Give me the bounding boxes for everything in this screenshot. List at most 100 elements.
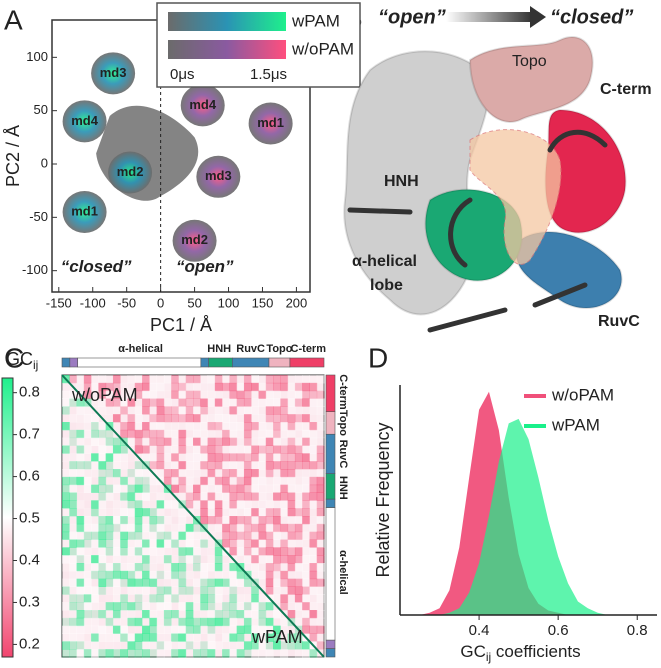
heatmap-texture [222, 531, 230, 540]
heatmap-texture [229, 617, 238, 627]
heatmap-texture [171, 641, 179, 650]
y-tick-label: 50 [34, 102, 48, 117]
domain-bar [325, 473, 336, 500]
heatmap-texture [91, 422, 99, 431]
heatmap-texture [76, 429, 85, 439]
heatmap-texture [112, 586, 121, 595]
heatmap-texture [214, 390, 223, 399]
heatmap-texture [287, 469, 296, 478]
heatmap-texture [171, 555, 179, 564]
heatmap-texture [156, 633, 165, 642]
heatmap-texture [178, 390, 187, 399]
heatmap-texture [91, 492, 99, 501]
heatmap-texture [265, 390, 274, 399]
colorbar-tick-label: 0.8 [19, 384, 40, 401]
heatmap-texture [287, 461, 296, 470]
heatmap-texture [185, 523, 194, 533]
heatmap-texture [120, 649, 128, 658]
heatmap-texture [294, 437, 303, 446]
heatmap-texture [258, 406, 267, 415]
heatmap-texture [69, 508, 78, 517]
heatmap-texture [178, 476, 187, 486]
domain-bar [289, 357, 325, 368]
heatmap-texture [69, 641, 78, 650]
heatmap-texture [142, 390, 150, 399]
heatmap-texture [149, 508, 158, 517]
heatmap-texture [171, 633, 179, 642]
heatmap-texture [83, 476, 92, 486]
heatmap-texture [69, 649, 78, 658]
heatmap-texture [105, 476, 114, 486]
heatmap-texture [120, 382, 128, 392]
heatmap-texture [83, 649, 92, 658]
heatmap-texture [98, 476, 107, 486]
heatmap-texture [229, 429, 238, 439]
heatmap-texture [105, 602, 114, 611]
heatmap-texture [76, 375, 85, 384]
heatmap-texture [112, 508, 121, 517]
heatmap-texture [294, 469, 303, 478]
heatmap-texture [287, 437, 296, 446]
heatmap-texture [258, 641, 267, 650]
heatmap-texture [273, 422, 281, 431]
heatmap-texture [98, 492, 107, 501]
heatmap-texture [112, 398, 121, 407]
heatmap-texture [258, 375, 267, 384]
heatmap-texture [112, 610, 121, 619]
heatmap-texture [193, 484, 201, 493]
heatmap-texture [236, 398, 245, 407]
heatmap-texture [193, 539, 201, 548]
heatmap-texture [127, 500, 136, 509]
heatmap-texture [163, 586, 172, 595]
heatmap-texture [142, 531, 150, 540]
heatmap-texture [302, 406, 310, 415]
heatmap-texture [222, 586, 230, 595]
heatmap-texture [200, 547, 209, 556]
heatmap-texture [134, 610, 143, 619]
heatmap-texture [222, 375, 230, 384]
heatmap-texture [134, 500, 143, 509]
heatmap-texture [178, 375, 187, 384]
annotation: “open” [176, 257, 234, 276]
heatmap-texture [258, 390, 267, 399]
heatmap-texture [207, 453, 216, 462]
heatmap-texture [163, 445, 172, 454]
heatmap-texture [69, 633, 78, 642]
heatmap-texture [280, 390, 289, 399]
heatmap-texture [76, 563, 85, 572]
heatmap-texture [236, 437, 245, 446]
heatmap-texture [156, 649, 165, 658]
heatmap-texture [302, 476, 310, 486]
heatmap-texture [229, 445, 238, 454]
heatmap-texture [243, 406, 252, 415]
heatmap-texture [185, 390, 194, 399]
heatmap-texture [112, 484, 121, 493]
heatmap-texture [273, 586, 281, 595]
heatmap-texture [83, 547, 92, 556]
heatmap-texture [222, 422, 230, 431]
heatmap-texture [280, 555, 289, 564]
heatmap-texture [214, 406, 223, 415]
heatmap-texture [76, 547, 85, 556]
heatmap-texture [98, 594, 107, 603]
heatmap-texture [316, 492, 325, 501]
heatmap-texture [142, 633, 150, 642]
heatmap-texture [178, 445, 187, 454]
heatmap-texture [207, 539, 216, 548]
heatmap-texture [185, 469, 194, 478]
heatmap-texture [171, 500, 179, 509]
heatmap-texture [309, 539, 318, 548]
heatmap-texture [156, 500, 165, 509]
heatmap-texture [265, 523, 274, 533]
trajectory-mass [96, 105, 199, 201]
heatmap-texture [265, 429, 274, 439]
heatmap-texture [214, 429, 223, 439]
cluster-label: md4 [71, 113, 99, 128]
heatmap-texture [62, 437, 70, 446]
heatmap-texture [265, 398, 274, 407]
heatmap-texture [207, 375, 216, 384]
heatmap-texture [98, 445, 107, 454]
heatmap-texture [83, 500, 92, 509]
heatmap-texture [69, 461, 78, 470]
heatmap-texture [91, 398, 99, 407]
